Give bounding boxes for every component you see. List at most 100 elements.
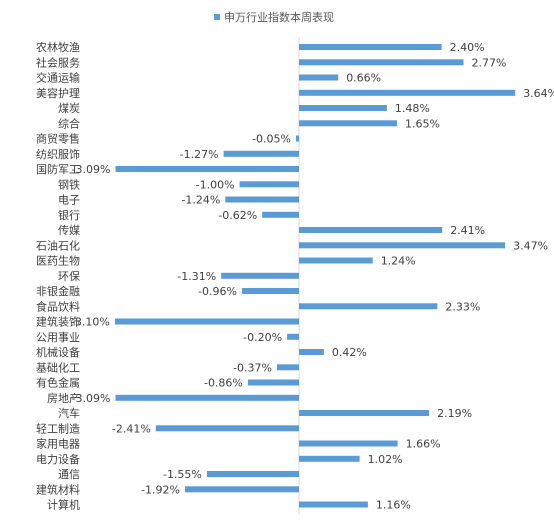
- data-label: 1.16%: [376, 499, 411, 512]
- data-label: 2.41%: [450, 224, 485, 237]
- bar: [247, 379, 299, 386]
- category-label: 机械设备: [36, 345, 80, 359]
- data-label: -1.92%: [141, 483, 180, 496]
- category-label: 国防军工: [36, 162, 80, 176]
- category-label: 非银金融: [36, 284, 80, 298]
- bar: [299, 105, 387, 111]
- bar: [296, 135, 299, 142]
- category-label: 公用事业: [36, 331, 80, 344]
- data-label: 1.24%: [381, 255, 416, 268]
- value-labels: 2.40% 2.77% 0.66% 3.64% 1.48% 1.65% -0.05% -1.2…: [71, 41, 554, 512]
- data-label: -2.41%: [112, 422, 151, 435]
- data-label: -3.10%: [71, 316, 110, 329]
- bar: [221, 272, 299, 279]
- bar: [299, 242, 506, 249]
- category-label: 石油石化: [36, 238, 80, 252]
- data-label: 3.47%: [513, 239, 548, 252]
- data-label: -1.00%: [196, 178, 235, 191]
- legend: 申万行业指数本周表现: [214, 10, 334, 24]
- data-label: 1.65%: [405, 117, 440, 130]
- data-label: -1.24%: [181, 194, 220, 207]
- category-label: 建筑材料: [36, 482, 80, 496]
- bar: [299, 74, 339, 81]
- category-label: 社会服务: [36, 55, 80, 69]
- data-label: 0.66%: [346, 72, 381, 85]
- category-label: 建筑装饰: [36, 315, 80, 329]
- bars: [114, 44, 516, 508]
- category-label: 传媒: [58, 224, 80, 237]
- bar: [206, 471, 299, 477]
- category-label: 家用电器: [36, 437, 80, 451]
- bar: [185, 486, 299, 493]
- data-label: -0.96%: [198, 285, 237, 298]
- data-label: 1.66%: [406, 438, 441, 451]
- category-label: 农林牧渔: [36, 40, 80, 54]
- data-label: 2.33%: [445, 300, 480, 313]
- data-label: -0.86%: [204, 377, 243, 390]
- data-label: -0.05%: [252, 133, 291, 146]
- data-label: 0.42%: [332, 346, 367, 359]
- category-label: 通信: [58, 468, 80, 481]
- data-label: 2.40%: [450, 41, 485, 54]
- bar: [299, 257, 373, 264]
- category-label: 环保: [58, 269, 80, 283]
- bar: [299, 440, 398, 447]
- category-label: 汽车: [58, 406, 80, 420]
- category-label: 食品饮料: [36, 299, 80, 313]
- category-label: 医药生物: [36, 254, 80, 268]
- bar: [299, 349, 324, 355]
- category-label: 煤炭: [58, 102, 80, 115]
- data-label: 3.64%: [523, 87, 554, 100]
- bar: [262, 211, 299, 218]
- category-label: 基础化工: [36, 360, 80, 374]
- bar: [277, 364, 299, 371]
- data-label: -0.62%: [218, 209, 257, 222]
- category-label: 综合: [58, 116, 80, 130]
- legend-label: 申万行业指数本周表现: [224, 10, 334, 24]
- category-label: 交通运输: [36, 71, 80, 85]
- category-label: 轻工制造: [36, 421, 80, 435]
- bar: [114, 318, 300, 325]
- category-label: 美容护理: [36, 86, 80, 100]
- bar: [287, 333, 299, 340]
- category-label: 纺织服饰: [36, 147, 80, 161]
- category-label: 有色金属: [36, 376, 80, 390]
- bar: [299, 227, 443, 233]
- data-label: -1.31%: [177, 270, 216, 283]
- data-label: 2.19%: [437, 407, 472, 420]
- data-label: -3.09%: [72, 163, 111, 176]
- category-label: 钢铁: [58, 178, 80, 191]
- data-label: -0.20%: [243, 331, 282, 344]
- category-label: 计算机: [47, 498, 80, 512]
- category-label: 电力设备: [36, 452, 80, 466]
- bar: [115, 394, 299, 401]
- data-label: -1.27%: [180, 148, 219, 161]
- bar: [225, 196, 299, 203]
- bar: [239, 181, 299, 188]
- bar: [299, 120, 397, 127]
- category-label: 商贸零售: [36, 132, 80, 146]
- data-label: -1.55%: [163, 468, 202, 481]
- data-label: -0.37%: [233, 361, 272, 374]
- category-labels: 农林牧渔社会服务交通运输美容护理煤炭综合商贸零售纺织服饰国防军工钢铁电子银行传媒…: [36, 40, 80, 512]
- category-label: 房地产: [47, 391, 80, 405]
- bar: [299, 410, 430, 416]
- category-label: 银行: [58, 208, 80, 222]
- legend-swatch: [214, 14, 220, 20]
- data-label: 1.02%: [368, 453, 403, 466]
- bar: [155, 425, 299, 432]
- bar: [299, 501, 368, 508]
- bar: [299, 303, 438, 310]
- category-label: 电子: [58, 194, 80, 207]
- data-label: 1.48%: [395, 102, 430, 115]
- data-label: -3.09%: [72, 392, 111, 405]
- data-label: 2.77%: [472, 56, 507, 69]
- bar: [223, 150, 299, 157]
- bar: [299, 89, 516, 96]
- bar: [299, 455, 360, 462]
- bar: [299, 59, 464, 66]
- bar: [115, 166, 299, 172]
- bar: [242, 288, 299, 294]
